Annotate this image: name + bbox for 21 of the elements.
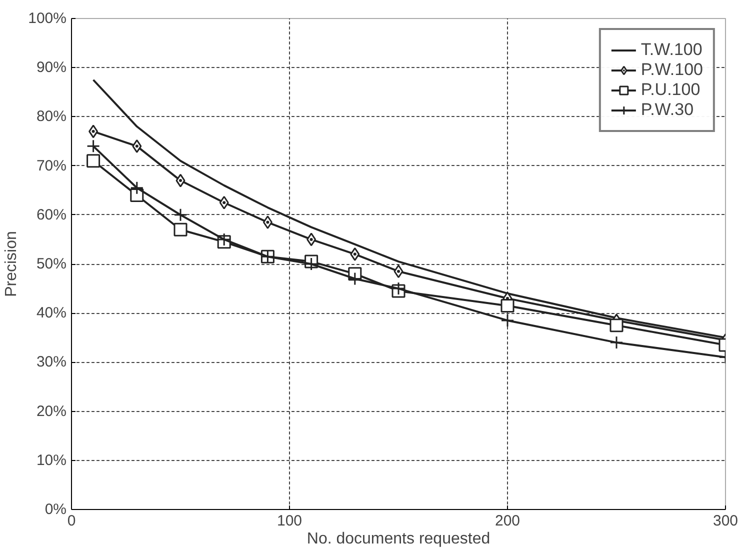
x-axis-title: No. documents requested [306,530,490,548]
y-tick-label: 70% [36,157,67,174]
x-tick-label: 0 [67,512,76,530]
x-tick-label: 300 [712,512,738,530]
legend-label: T.W.100 [640,40,702,60]
y-tick-label: 10% [36,452,67,469]
y-axis-title: Precision [3,231,20,297]
y-tick-label: 80% [36,108,67,126]
y-tick-label: 50% [36,256,67,272]
legend-label: P.W.100 [640,60,703,80]
y-tick-label: 30% [36,354,67,371]
y-tick-label: 60% [36,206,67,224]
legend-label: P.W.30 [640,100,694,120]
y-tick-label: 90% [36,59,67,76]
x-tick-label: 100 [276,512,302,530]
y-tick-label: 40% [36,304,67,322]
y-tick-label: 0% [44,501,67,518]
y-tick-label: 20% [36,402,67,420]
x-tick-label: 200 [494,512,520,530]
legend-label: P.U.100 [640,80,700,100]
y-tick-label: 100% [28,10,67,27]
